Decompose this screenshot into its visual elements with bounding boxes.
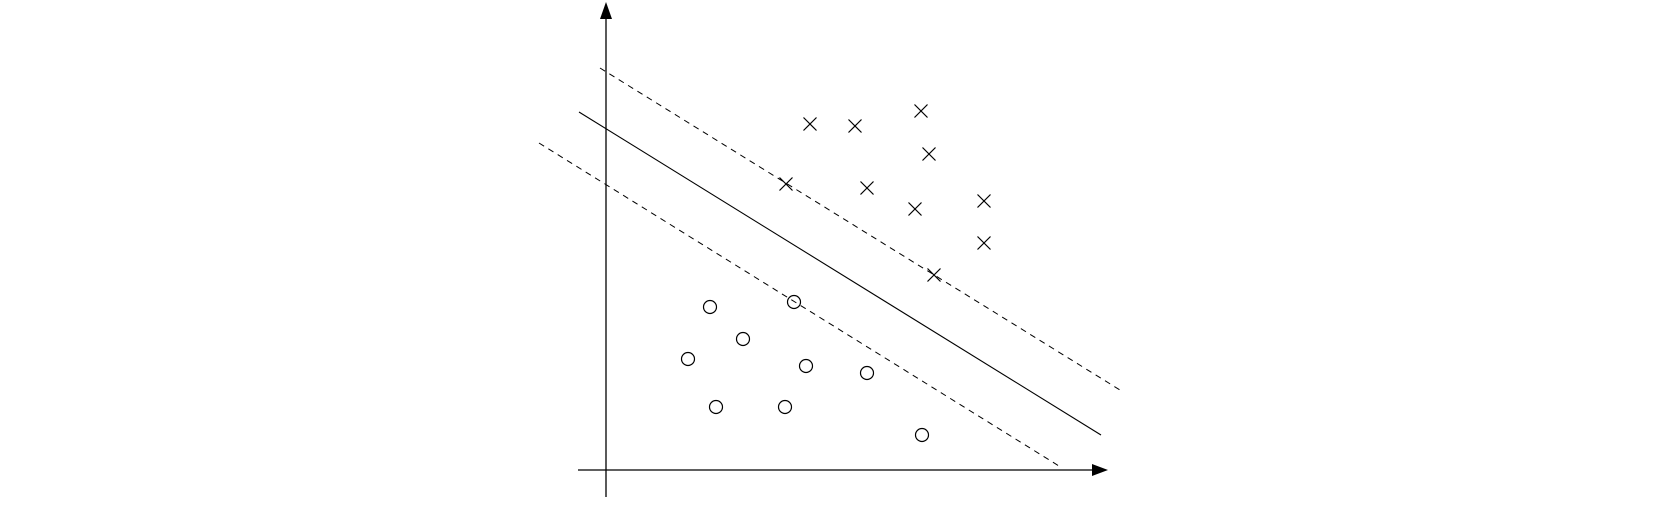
cross-point [927,268,941,282]
axes [578,2,1108,497]
cross-point [848,119,862,133]
circle-points [680,294,930,443]
circle-point [859,365,875,381]
circle-point [702,299,718,315]
cross-point [922,147,936,161]
circle-point [798,358,814,374]
cross-point [977,194,991,208]
cross-point [977,236,991,250]
cross-point [914,104,928,118]
circle-point [914,427,930,443]
upper-margin-line [599,67,1121,391]
circle-point [777,399,793,415]
circle-point [735,331,751,347]
cross-point [908,202,922,216]
cross-point [779,177,793,191]
cross-points [779,104,991,282]
lower-margin-line [538,142,1060,467]
decision-boundary-line [578,111,1102,436]
circle-point [680,351,696,367]
circle-point [786,294,802,310]
separator-lines [538,67,1121,467]
x-axis-arrow-icon [1092,464,1108,476]
cross-point [803,117,817,131]
y-axis-arrow-icon [600,2,612,19]
circle-point [708,399,724,415]
cross-point [860,181,874,195]
